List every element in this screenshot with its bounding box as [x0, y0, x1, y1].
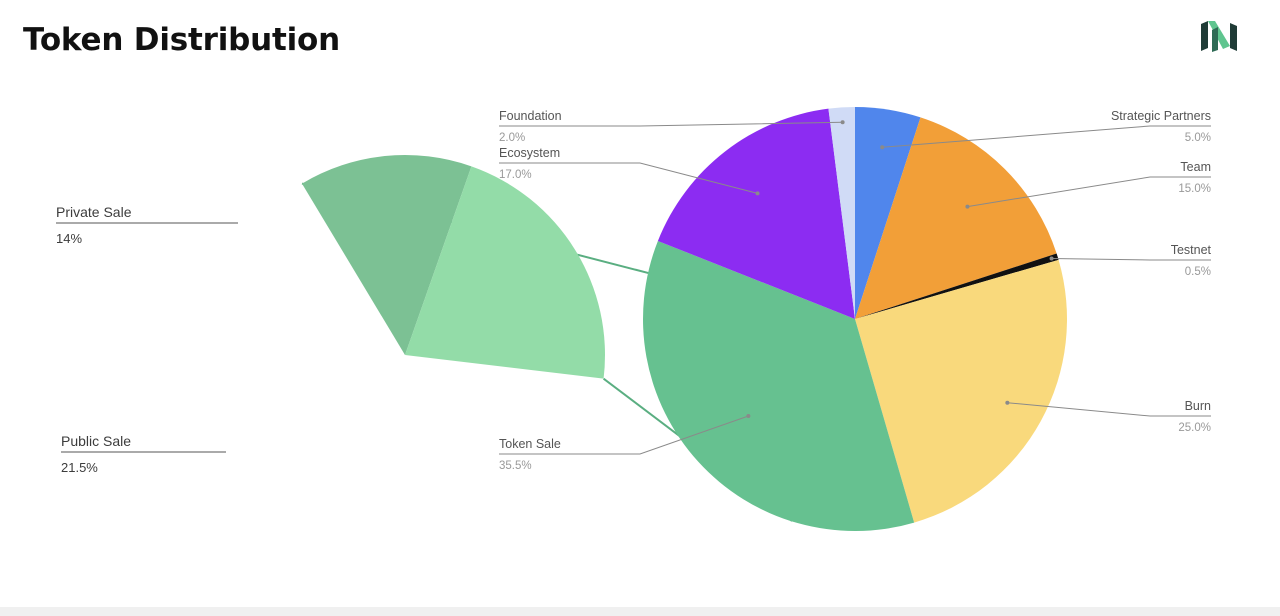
detail-slice-private-sale: [301, 155, 472, 355]
label-testnet-leader-line: [1051, 258, 1211, 261]
label-testnet-name: Testnet: [1171, 243, 1212, 257]
label-foundation-leader-line: [499, 121, 843, 127]
detail-slice-public-sale: [405, 166, 605, 379]
label-token-sale-leader-dot: [746, 414, 751, 419]
detail-label-private-sale-name: Private Sale: [56, 204, 132, 220]
pie-slice-testnet: [855, 253, 1059, 319]
label-team-leader-line: [967, 176, 1211, 208]
label-strategic-partners-name: Strategic Partners: [1111, 109, 1211, 123]
label-burn-name: Burn: [1185, 399, 1211, 413]
label-foundation-leader-dot: [840, 120, 845, 125]
label-strategic-partners-leader-dot: [880, 145, 885, 150]
label-team-percent: 15.0%: [1178, 183, 1211, 195]
detail-label-private-sale-percent: 14%: [56, 231, 82, 246]
label-ecosystem-name: Ecosystem: [499, 146, 560, 160]
bottom-strip: [0, 607, 1280, 616]
label-token-sale-name: Token Sale: [499, 437, 561, 451]
pie-slice-team: [855, 117, 1057, 319]
label-strategic-partners-leader-line: [882, 125, 1211, 148]
label-testnet-percent: 0.5%: [1185, 266, 1211, 278]
label-token-sale-percent: 35.5%: [499, 460, 532, 472]
detail-label-public-sale-percent: 21.5%: [61, 460, 98, 475]
label-ecosystem-percent: 17.0%: [499, 169, 532, 181]
label-foundation-name: Foundation: [499, 109, 562, 123]
brand-logo-icon: [1201, 21, 1237, 52]
pie-slice-strategic-partners: [855, 107, 921, 319]
pie-slice-ecosystem: [657, 108, 855, 319]
pie-slice-foundation: [828, 107, 855, 319]
label-strategic-partners-percent: 5.0%: [1185, 132, 1211, 144]
pie-slice-burn: [855, 259, 1067, 523]
label-team-leader-dot: [965, 204, 970, 209]
label-token-sale-leader-line: [499, 415, 749, 455]
label-burn-leader-dot: [1005, 400, 1010, 405]
label-ecosystem-leader-dot: [755, 191, 760, 196]
label-team-name: Team: [1180, 160, 1211, 174]
label-burn-leader-line: [1007, 402, 1211, 417]
label-burn-percent: 25.0%: [1178, 422, 1211, 434]
label-testnet-leader-dot: [1049, 256, 1054, 261]
label-ecosystem-leader-line: [499, 162, 758, 194]
pie-slice-token-sale: [643, 240, 915, 531]
detail-label-public-sale-name: Public Sale: [61, 433, 131, 449]
page-title: Token Distribution: [23, 22, 341, 58]
label-foundation-percent: 2.0%: [499, 132, 525, 144]
